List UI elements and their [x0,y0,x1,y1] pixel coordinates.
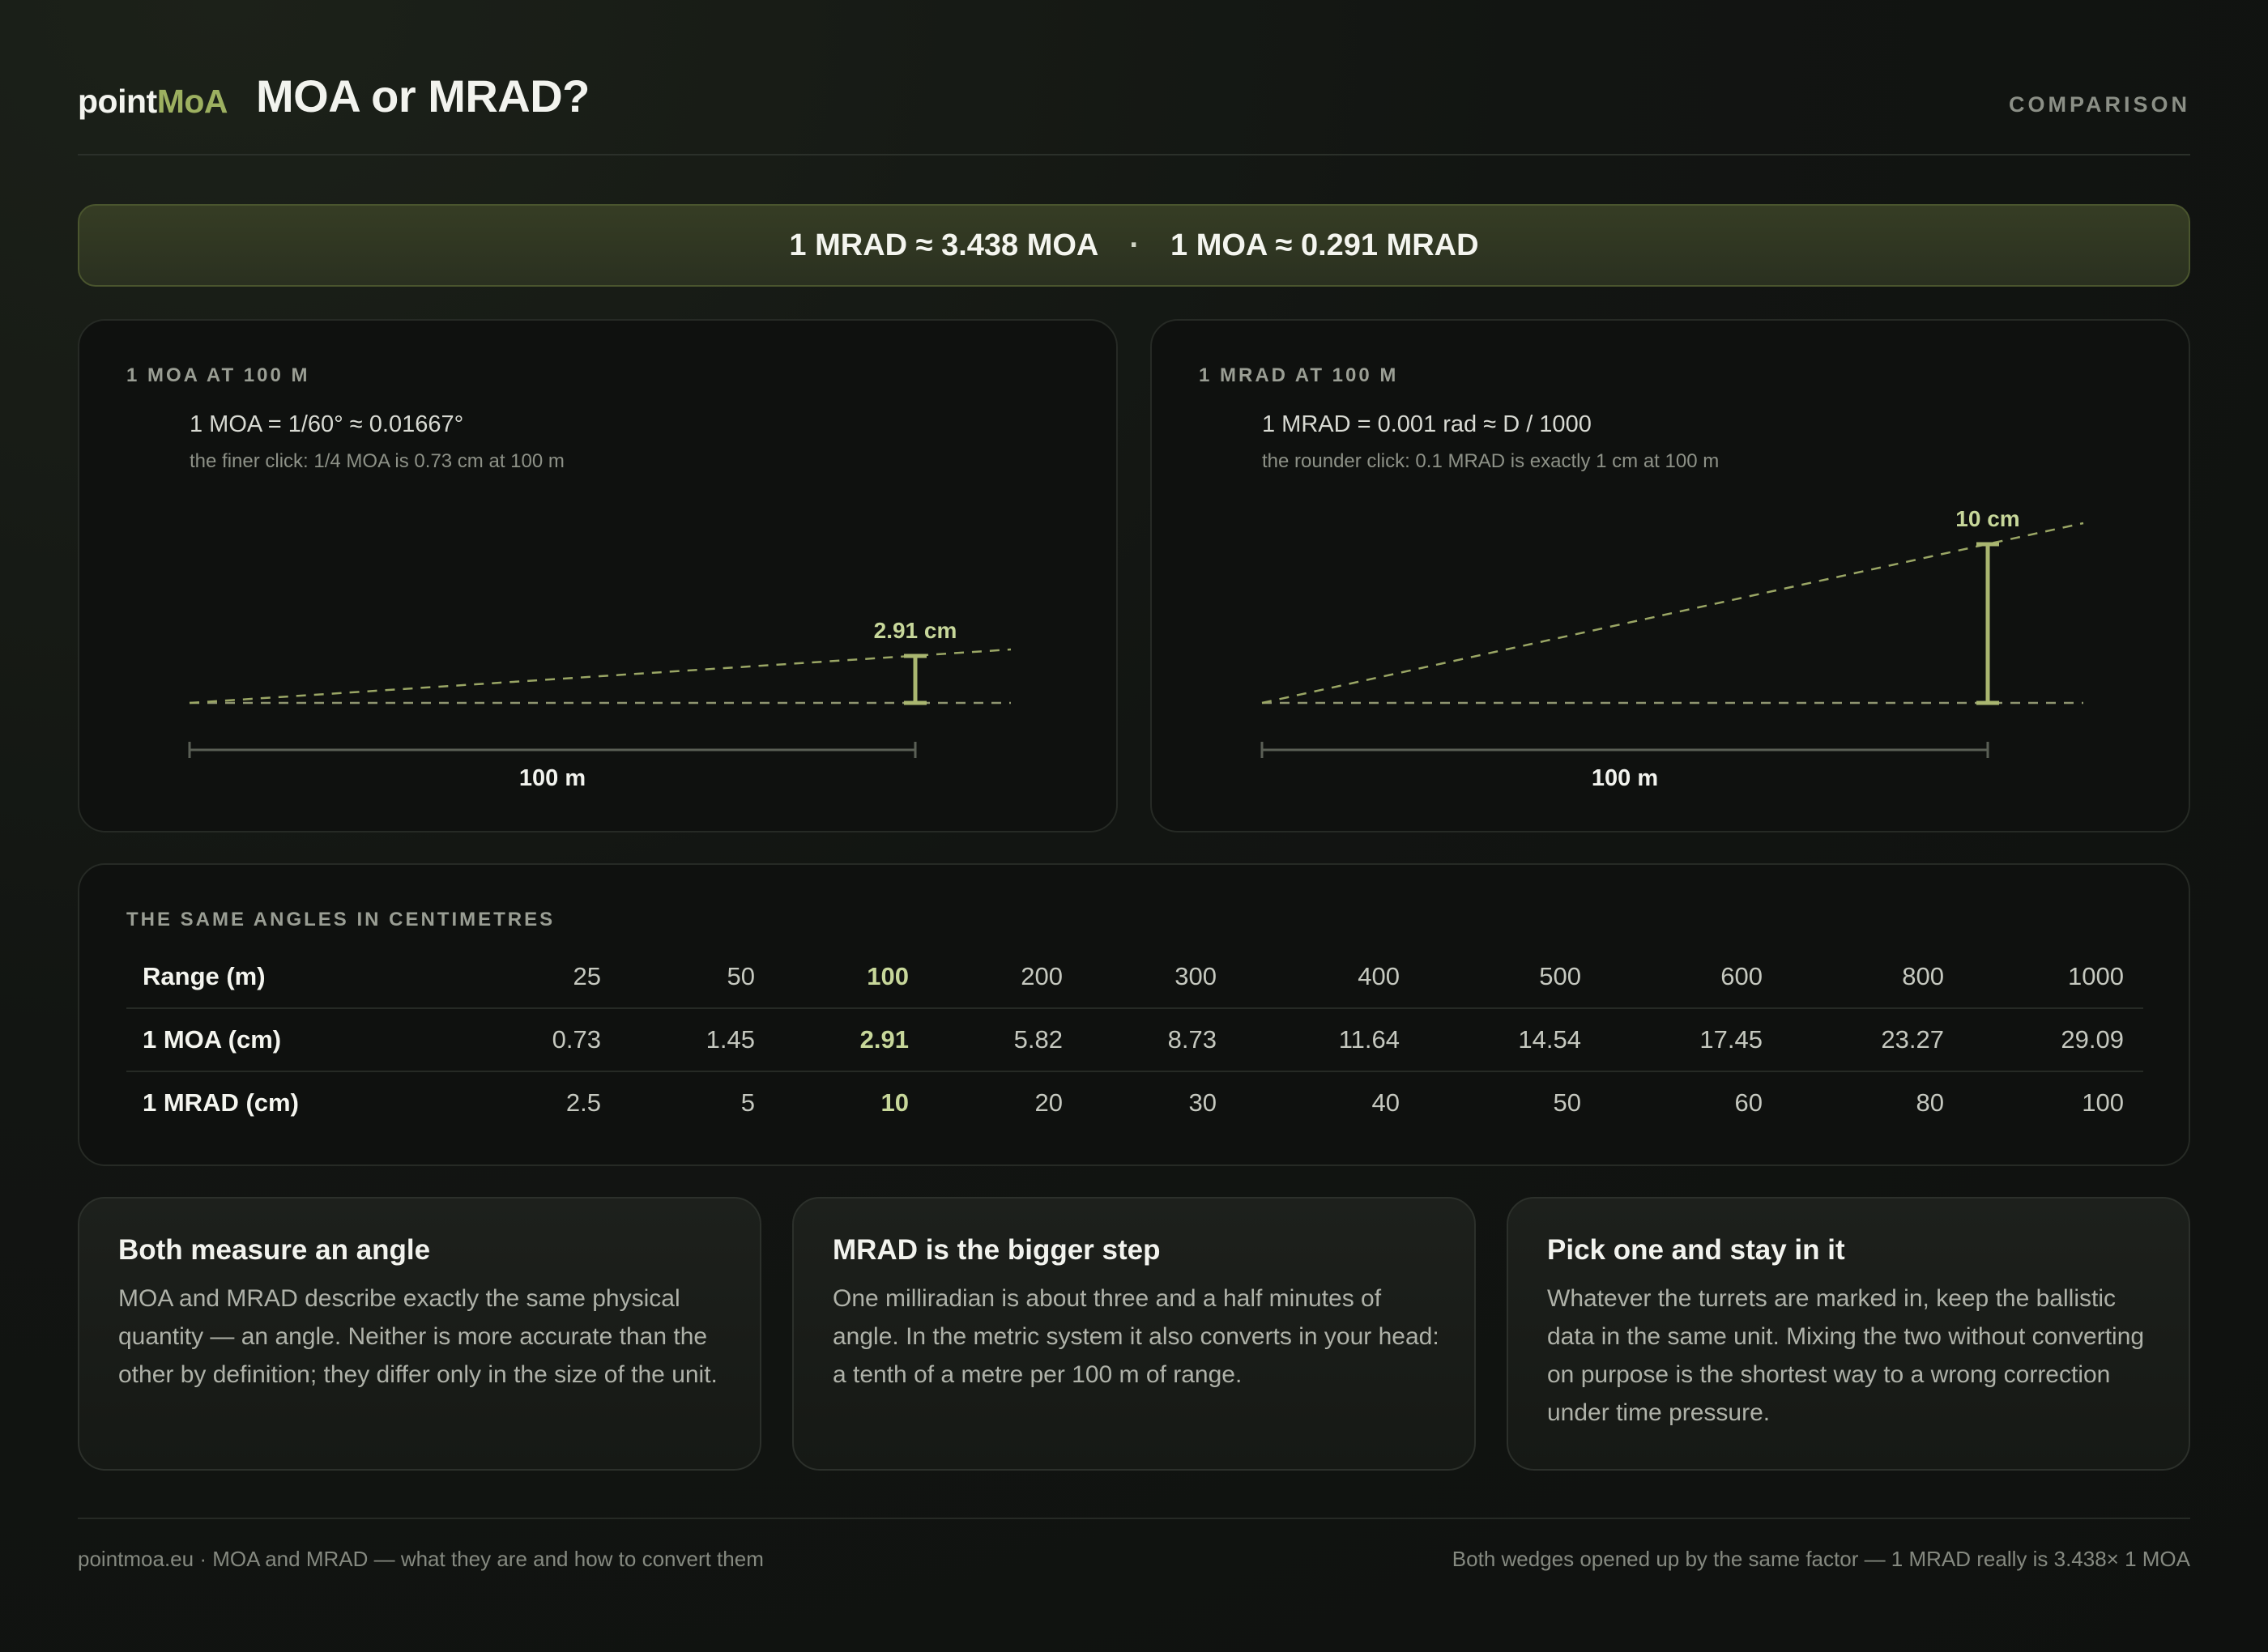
card-body: MOA and MRAD describe exactly the same p… [118,1285,718,1388]
moa-note: the finer click: 1/4 MOA is 0.73 cm at 1… [190,450,565,472]
table-cell: 100 [867,962,909,990]
page-header: pointMoA MOA or MRAD? COMPARISON [78,68,2190,155]
table-cell: 29.09 [2061,1025,2124,1054]
angle-table-card: THE SAME ANGLES IN CENTIMETRES Range (m)… [78,863,2190,1166]
table-cell: 1000 [2068,962,2124,990]
moa-formula: 1 MOA = 1/60° ≈ 0.01667° [190,411,464,437]
table-cell: 10 [880,1088,909,1117]
card-body: Whatever the turrets are marked in, keep… [1547,1285,2145,1426]
info-card-angle: Both measure an angle MOA and MRAD descr… [78,1197,761,1471]
angle-table-title: THE SAME ANGLES IN CENTIMETRES [126,909,556,930]
table-cell: 80 [1916,1088,1944,1117]
logo[interactable]: pointMoA [78,83,228,121]
table-cell: 100 [2082,1088,2124,1117]
footer-source: pointmoa.eu · MOA and MRAD — what they a… [78,1547,764,1571]
table-row-mrad: 1 MRAD (cm) 2.5 5 10 20 30 40 50 60 80 100 [126,1072,2143,1134]
table-cell: 0.73 [552,1025,601,1054]
table-cell: 400 [1358,962,1400,990]
table-cell: 23.27 [1881,1025,1944,1054]
table-cell: 14.54 [1518,1025,1581,1054]
table-cell: 2.91 [859,1025,909,1054]
table-row-moa: 1 MOA (cm) 0.73 1.45 2.91 5.82 8.73 11.64 14.5… [126,1009,2143,1072]
mrad-height-label: 10 cm [1955,506,2019,531]
page-footer: pointmoa.eu · MOA and MRAD — what they a… [78,1518,2190,1571]
mrad-note: the rounder click: 0.1 MRAD is exactly 1… [1262,450,1720,472]
logo-text-moa: MoA [156,83,228,120]
table-cell: 5.82 [1013,1025,1063,1054]
table-cell: 60 [1734,1088,1763,1117]
table-row-range: Range (m) 25 50 100 200 300 400 500 600 800 1000 [126,946,2143,1009]
page-title: MOA or MRAD? [256,70,590,121]
card-heading: MRAD is the bigger step [833,1234,1161,1266]
table-cell: 800 [1902,962,1944,990]
mrad-distance-label: 100 m [1592,765,1658,791]
conversion-mrad-to-moa: 1 MRAD ≈ 3.438 MOA [789,228,1099,262]
table-cell: 20 [1034,1088,1063,1117]
card-heading: Pick one and stay in it [1547,1234,1845,1266]
table-cell: 17.45 [1699,1025,1763,1054]
table-cell: 50 [1553,1088,1581,1117]
table-cell: 8.73 [1167,1025,1217,1054]
conversion-moa-to-mrad: 1 MOA ≈ 0.291 MRAD [1170,228,1479,262]
conversion-banner: 1 MRAD ≈ 3.438 MOA · 1 MOA ≈ 0.291 MRAD [78,204,2190,287]
table-cell: 600 [1720,962,1763,990]
table-cell: 11.64 [1338,1025,1400,1054]
table-cell: 200 [1021,962,1063,990]
moa-angle-ray [189,648,1012,705]
row-label: 1 MOA (cm) [143,1025,282,1054]
mrad-panel: 1 MRAD AT 100 M 1 MRAD = 0.001 rad ≈ D /… [1150,319,2190,832]
row-label: Range (m) [143,962,266,990]
info-card-pick-one: Pick one and stay in it Whatever the tur… [1507,1197,2190,1471]
card-body: One milliradian is about three and a hal… [833,1285,1439,1388]
table-cell: 2.5 [565,1088,601,1117]
section-tag: COMPARISON [2008,92,2190,117]
footer-note: Both wedges opened up by the same factor… [1452,1547,2190,1571]
angle-table: Range (m) 25 50 100 200 300 400 500 600 800 1000 … [126,946,2143,1134]
table-cell: 5 [740,1088,755,1117]
moa-distance-label: 100 m [519,765,586,791]
mrad-panel-title: 1 MRAD AT 100 M [1199,364,1399,386]
card-heading: Both measure an angle [118,1234,431,1266]
table-cell: 40 [1371,1088,1400,1117]
moa-height-label: 2.91 cm [874,618,957,643]
table-cell: 25 [573,962,601,990]
logo-text-point: point [78,83,157,120]
mrad-angle-ray [1261,522,2084,705]
banner-separator: · [1129,228,1140,262]
table-cell: 50 [727,962,755,990]
moa-panel: 1 MOA AT 100 M 1 MOA = 1/60° ≈ 0.01667° … [78,319,1118,832]
mrad-wedge-diagram: 10 cm 100 m [1260,506,2084,791]
table-cell: 30 [1188,1088,1217,1117]
row-label: 1 MRAD (cm) [143,1088,299,1117]
mrad-formula: 1 MRAD = 0.001 rad ≈ D / 1000 [1262,411,1592,437]
info-card-bigger-step: MRAD is the bigger step One milliradian … [792,1197,1476,1471]
table-cell: 1.45 [706,1025,755,1054]
table-cell: 300 [1174,962,1217,990]
table-cell: 500 [1539,962,1581,990]
moa-panel-title: 1 MOA AT 100 M [126,364,310,386]
moa-wedge-diagram: 2.91 cm 100 m [188,618,1012,791]
